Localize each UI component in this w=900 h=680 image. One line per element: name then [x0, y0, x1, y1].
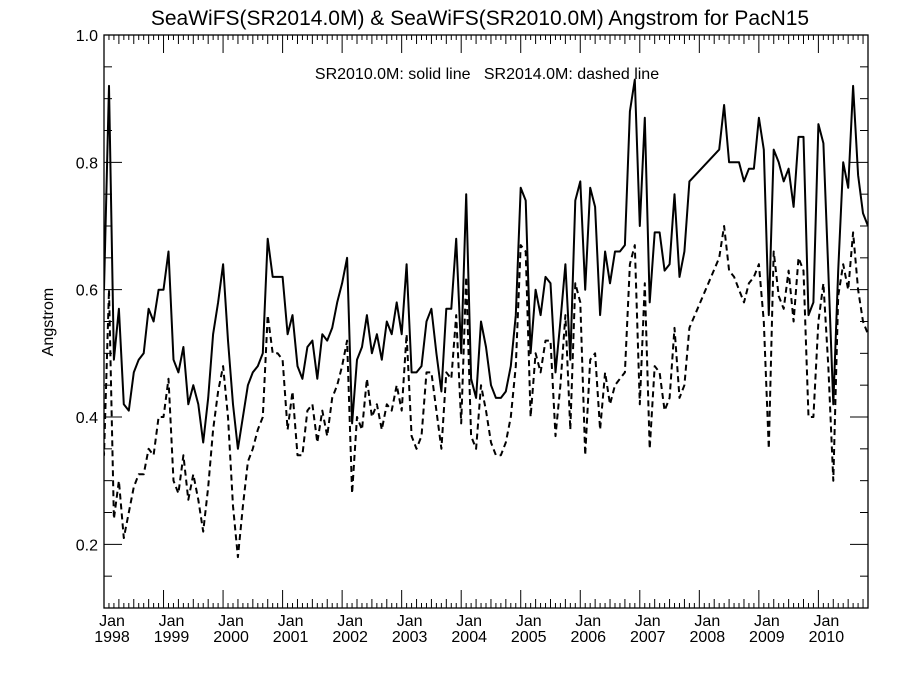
x-tick-label-year: 2006	[570, 629, 606, 646]
x-tick-label-year: 2000	[213, 629, 249, 646]
plot-frame	[103, 34, 869, 609]
x-tick-label-year: 2009	[749, 629, 785, 646]
chart-title: SeaWiFS(SR2014.0M) & SeaWiFS(SR2010.0M) …	[151, 7, 809, 30]
x-tick-label-month: Jan	[218, 613, 244, 630]
x-tick-label-month: Jan	[754, 613, 780, 630]
series-line-sr2014	[104, 225, 868, 559]
x-tick-label-year: 1998	[94, 629, 130, 646]
x-tick-label-year: 2008	[690, 629, 726, 646]
y-tick-label: 0.8	[76, 155, 98, 172]
chart-annotation: SR2010.0M: solid line SR2014.0M: dashed …	[315, 66, 659, 83]
x-tick-label-month: Jan	[99, 613, 125, 630]
x-tick-label-year: 2007	[630, 629, 666, 646]
y-tick-label: 1.0	[76, 28, 98, 45]
x-tick-label-month: Jan	[813, 613, 839, 630]
x-tick-label-year: 2002	[332, 629, 368, 646]
x-tick-label-month: Jan	[337, 613, 363, 630]
x-tick-label-year: 2003	[392, 629, 428, 646]
ticks-layer: 0.20.40.60.81.0Jan1998Jan1999Jan2000Jan2…	[76, 28, 869, 646]
x-tick-label-month: Jan	[397, 613, 423, 630]
series-layer	[104, 78, 868, 559]
y-axis-label: Angstrom	[40, 288, 57, 356]
x-tick-label-month: Jan	[159, 613, 185, 630]
x-tick-label-year: 2001	[273, 629, 309, 646]
y-tick-label: 0.2	[76, 537, 98, 554]
x-tick-label-month: Jan	[694, 613, 720, 630]
y-tick-label: 0.6	[76, 283, 98, 300]
x-tick-label-year: 2004	[451, 629, 487, 646]
x-tick-label-month: Jan	[635, 613, 661, 630]
x-tick-label-month: Jan	[575, 613, 601, 630]
x-tick-label-month: Jan	[278, 613, 304, 630]
x-tick-label-year: 2005	[511, 629, 547, 646]
x-tick-label-month: Jan	[456, 613, 482, 630]
y-tick-label: 0.4	[76, 410, 98, 427]
x-tick-label-year: 1999	[154, 629, 190, 646]
x-tick-label-year: 2010	[809, 629, 845, 646]
series-line-sr2010	[104, 78, 868, 450]
x-tick-label-month: Jan	[516, 613, 542, 630]
